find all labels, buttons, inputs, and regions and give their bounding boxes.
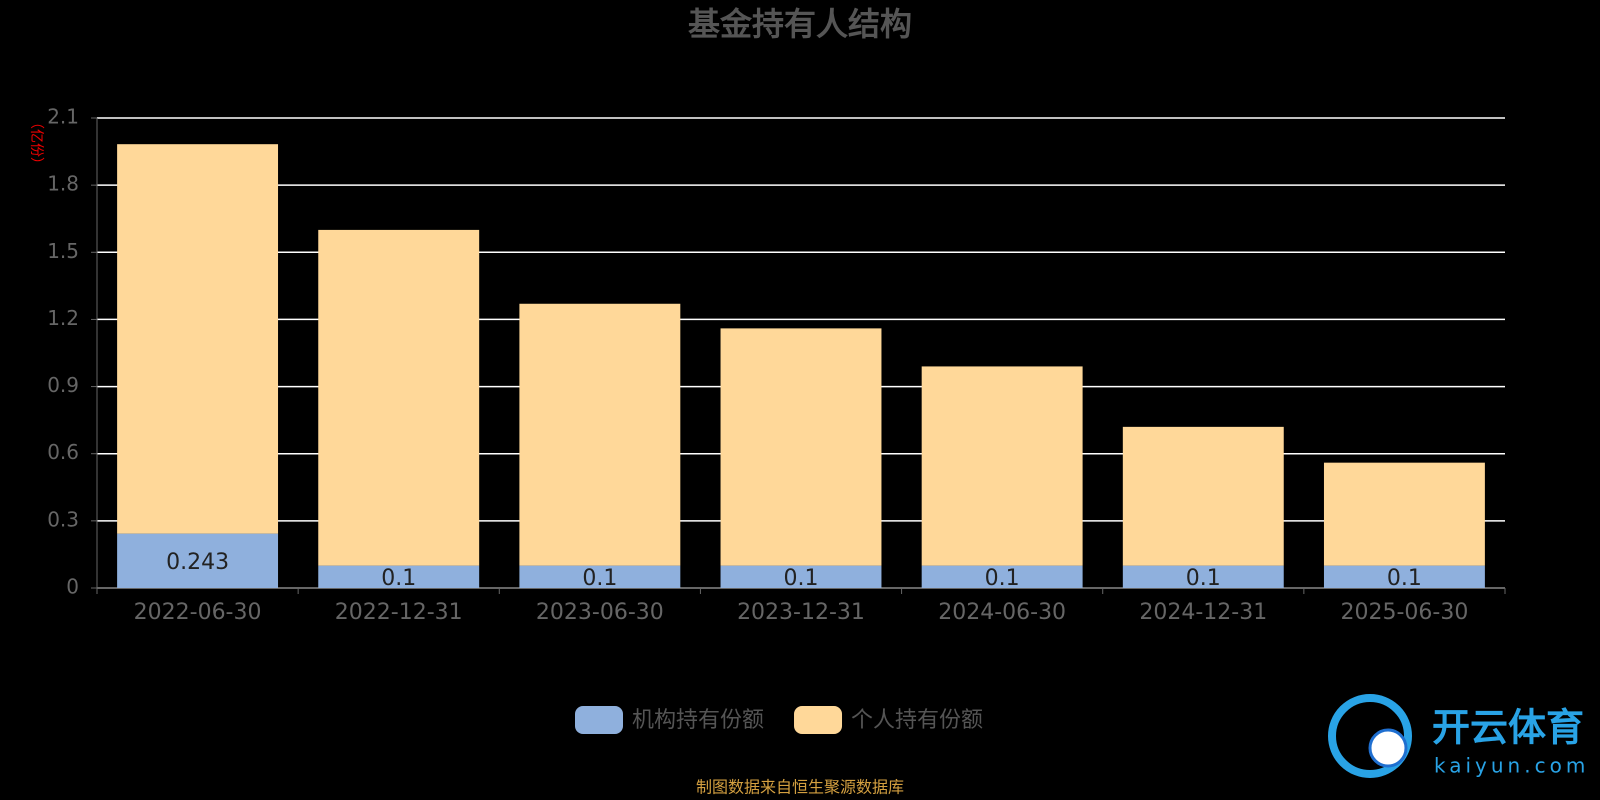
x-tick-label: 2023-06-30 bbox=[536, 600, 664, 625]
x-tick-label: 2023-12-31 bbox=[737, 600, 865, 625]
y-tick-label: 0 bbox=[66, 575, 79, 599]
bar-segment bbox=[519, 565, 681, 588]
legend-label: 个人持有份额 bbox=[851, 708, 983, 733]
data-label: 0.1 bbox=[985, 566, 1020, 591]
bar-segment bbox=[318, 229, 480, 566]
x-tick-label: 2024-06-30 bbox=[938, 600, 1066, 625]
watermark-name: 开云体育 bbox=[1432, 706, 1584, 750]
bar-segment bbox=[1122, 426, 1284, 566]
y-tick-label: 1.5 bbox=[47, 239, 79, 263]
source-note: 制图数据来自恒生聚源数据库 bbox=[696, 778, 904, 797]
bar-segment bbox=[720, 565, 882, 588]
chart-title: 基金持有人结构 bbox=[688, 5, 912, 43]
data-label: 0.1 bbox=[784, 566, 819, 591]
bar-segment bbox=[1122, 565, 1284, 588]
watermark: 开云体育 kaiyun.com bbox=[1328, 694, 1589, 778]
logo-ring bbox=[1328, 694, 1412, 778]
x-tick-label: 2022-06-30 bbox=[134, 600, 262, 625]
bar-segment bbox=[117, 144, 279, 534]
data-label: 0.1 bbox=[381, 566, 416, 591]
data-label: 0.1 bbox=[1387, 566, 1422, 591]
bar-segment bbox=[1323, 565, 1485, 588]
data-label: 0.1 bbox=[1186, 566, 1221, 591]
y-tick-label: 1.2 bbox=[47, 306, 79, 330]
y-tick-label: 0.3 bbox=[47, 507, 79, 531]
bar-segment bbox=[921, 565, 1083, 588]
x-tick-label: 2024-12-31 bbox=[1139, 600, 1267, 625]
bar-segment bbox=[1323, 462, 1485, 566]
bar-segment bbox=[318, 565, 480, 588]
y-tick-label: 1.8 bbox=[47, 172, 79, 196]
y-tick-label: 0.6 bbox=[47, 440, 79, 464]
legend-swatch bbox=[575, 706, 623, 734]
bar-segment bbox=[921, 366, 1083, 566]
y-tick-label: 2.1 bbox=[47, 105, 79, 129]
data-label: 0.1 bbox=[582, 566, 617, 591]
data-label: 0.243 bbox=[166, 550, 229, 575]
bar-segment bbox=[519, 303, 681, 566]
watermark-url: kaiyun.com bbox=[1434, 754, 1589, 778]
bar-segment bbox=[117, 533, 279, 588]
x-tick-label: 2022-12-31 bbox=[335, 600, 463, 625]
legend-swatch bbox=[794, 706, 843, 734]
y-tick-label: 0.9 bbox=[47, 373, 79, 397]
y-axis-label: （亿份） bbox=[28, 115, 44, 171]
x-tick-label: 2025-06-30 bbox=[1340, 600, 1468, 625]
logo-ball bbox=[1368, 728, 1408, 768]
bar-segment bbox=[720, 328, 882, 566]
legend-label: 机构持有份额 bbox=[632, 708, 764, 733]
